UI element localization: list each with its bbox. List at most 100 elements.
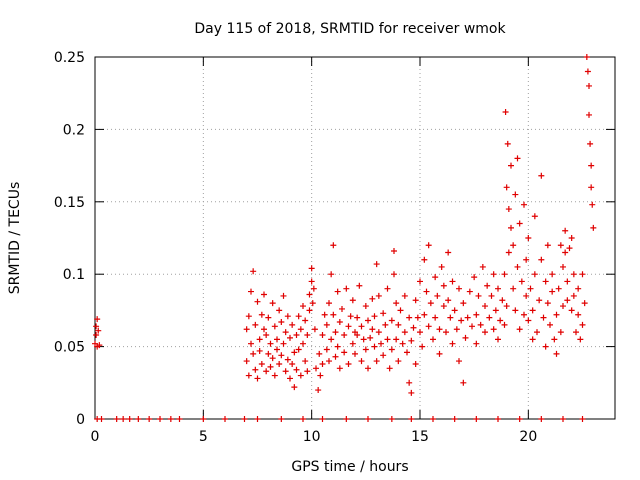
data-point	[516, 416, 523, 422]
data-point	[518, 278, 525, 285]
x-tick-label: 20	[519, 429, 537, 445]
data-point	[120, 416, 127, 422]
data-point	[504, 140, 511, 147]
data-point	[453, 326, 460, 333]
data-point	[126, 416, 133, 422]
chart-title: Day 115 of 2018, SRMTID for receiver wmo…	[194, 21, 506, 37]
data-point	[395, 321, 402, 328]
data-point	[587, 140, 594, 147]
data-point	[566, 245, 573, 252]
data-point	[308, 278, 315, 285]
data-point	[521, 201, 527, 208]
data-point	[167, 416, 174, 422]
data-point	[375, 329, 382, 336]
data-point	[473, 416, 480, 422]
data-point	[311, 326, 318, 333]
data-point	[523, 256, 530, 263]
data-point	[263, 368, 270, 375]
data-point	[575, 285, 582, 292]
data-point	[252, 366, 259, 373]
data-point	[531, 271, 538, 278]
data-point	[393, 336, 400, 343]
data-point	[462, 334, 469, 341]
data-point	[588, 162, 595, 169]
data-point	[98, 416, 105, 422]
data-point	[525, 317, 532, 324]
data-point	[373, 261, 380, 268]
data-point	[544, 300, 551, 307]
data-point	[304, 368, 311, 375]
data-point	[391, 248, 397, 255]
data-point	[505, 206, 512, 213]
data-point	[584, 68, 591, 75]
data-point	[490, 326, 497, 333]
data-point	[280, 292, 287, 299]
data-point	[343, 416, 350, 422]
data-point	[319, 332, 326, 339]
y-axis-label: SRMTID / TECUs	[7, 182, 23, 295]
x-tick-label: 15	[411, 429, 429, 445]
data-point	[365, 416, 371, 422]
data-point	[421, 311, 428, 318]
data-point	[261, 326, 267, 333]
data-point	[414, 314, 421, 321]
data-point	[514, 263, 521, 270]
data-point	[328, 271, 335, 278]
data-point	[310, 285, 317, 292]
data-point	[386, 365, 393, 372]
data-point	[538, 256, 545, 263]
data-point	[482, 329, 488, 336]
data-point	[354, 332, 361, 339]
data-point	[417, 329, 423, 336]
data-point	[570, 292, 577, 299]
data-point	[430, 336, 436, 343]
data-point	[369, 326, 376, 333]
data-point	[466, 288, 473, 295]
data-point	[538, 172, 545, 179]
data-point	[516, 220, 523, 227]
data-point	[241, 416, 248, 422]
data-point	[551, 336, 558, 343]
data-point	[297, 372, 304, 379]
data-point	[317, 372, 324, 379]
y-tick-label: 0.15	[54, 195, 85, 211]
data-point	[302, 317, 309, 324]
data-point	[579, 271, 586, 278]
data-point	[486, 314, 493, 321]
data-point	[560, 263, 566, 270]
data-point	[495, 285, 501, 292]
data-point	[380, 352, 387, 359]
data-point	[570, 271, 577, 278]
data-point	[590, 224, 597, 231]
data-point	[345, 323, 352, 330]
data-point	[245, 313, 252, 320]
data-point	[581, 300, 588, 307]
data-point	[482, 303, 488, 310]
data-point	[538, 416, 545, 422]
data-point	[380, 310, 387, 317]
data-point	[354, 314, 361, 321]
data-point	[557, 242, 564, 249]
data-point	[319, 416, 326, 422]
data-point	[505, 249, 512, 256]
data-point	[492, 307, 499, 314]
data-point	[258, 311, 265, 318]
data-point	[484, 282, 491, 289]
data-point	[326, 300, 332, 307]
data-point	[588, 184, 595, 191]
data-point	[319, 360, 326, 367]
data-point	[516, 326, 523, 333]
data-point	[408, 389, 415, 396]
data-point	[564, 297, 571, 304]
data-point	[254, 375, 261, 382]
data-point	[284, 313, 291, 320]
data-point	[306, 291, 313, 298]
data-point	[536, 297, 543, 304]
data-point	[282, 368, 289, 375]
data-point	[490, 271, 497, 278]
data-point	[501, 321, 508, 328]
data-point	[332, 353, 339, 360]
data-point	[93, 323, 100, 330]
data-point	[341, 349, 348, 356]
data-point	[440, 282, 447, 289]
